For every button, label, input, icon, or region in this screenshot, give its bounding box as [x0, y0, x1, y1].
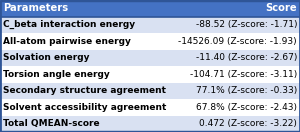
Bar: [0, 16, 150, 33]
Bar: [150, 66, 300, 82]
Text: Score: Score: [266, 3, 297, 13]
Bar: [150, 82, 300, 99]
Text: -104.71 (Z-score: -3.11): -104.71 (Z-score: -3.11): [190, 70, 297, 79]
Bar: [0, 50, 150, 66]
Text: Total QMEAN-score: Total QMEAN-score: [3, 119, 100, 128]
Text: 77.1% (Z-score: -0.33): 77.1% (Z-score: -0.33): [196, 86, 297, 95]
Text: Solvation energy: Solvation energy: [3, 53, 89, 62]
Text: C_beta interaction energy: C_beta interaction energy: [3, 20, 135, 29]
Bar: [150, 33, 300, 50]
Text: Secondary structure agreement: Secondary structure agreement: [3, 86, 166, 95]
Text: -14526.09 (Z-score: -1.93): -14526.09 (Z-score: -1.93): [178, 37, 297, 46]
Bar: [0, 0, 150, 16]
Bar: [150, 50, 300, 66]
Text: Solvent accessibility agreement: Solvent accessibility agreement: [3, 103, 166, 112]
Bar: [150, 16, 300, 33]
Bar: [0, 82, 150, 99]
Bar: [0, 116, 150, 132]
Bar: [0, 33, 150, 50]
Text: Parameters: Parameters: [3, 3, 68, 13]
Bar: [0, 99, 150, 116]
Text: All-atom pairwise energy: All-atom pairwise energy: [3, 37, 131, 46]
Text: 67.8% (Z-score: -2.43): 67.8% (Z-score: -2.43): [196, 103, 297, 112]
Bar: [150, 99, 300, 116]
Text: 0.472 (Z-score: -3.22): 0.472 (Z-score: -3.22): [199, 119, 297, 128]
Bar: [150, 116, 300, 132]
Bar: [0, 66, 150, 82]
Text: Torsion angle energy: Torsion angle energy: [3, 70, 110, 79]
Text: -88.52 (Z-score: -1.71): -88.52 (Z-score: -1.71): [196, 20, 297, 29]
Text: -11.40 (Z-score: -2.67): -11.40 (Z-score: -2.67): [196, 53, 297, 62]
Bar: [150, 0, 300, 16]
